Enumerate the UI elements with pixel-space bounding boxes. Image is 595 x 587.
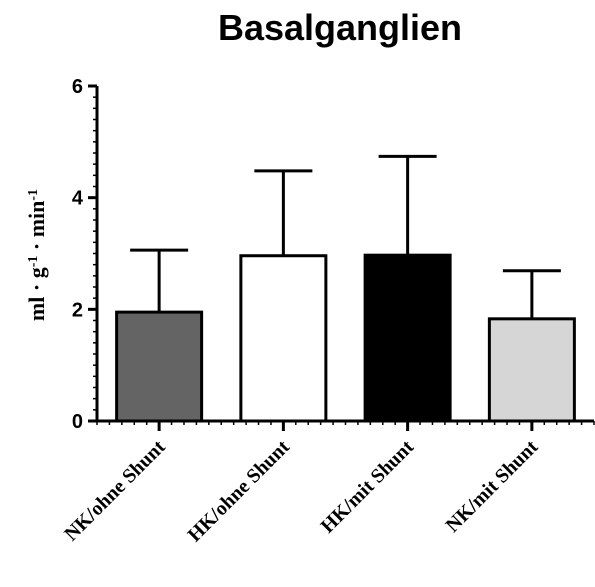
y-label-superscript: -1 [26,189,41,201]
x-tick-label-4: NK/mit Shunt [442,436,543,537]
bar-2 [239,254,328,423]
bar-4 [487,317,576,423]
bar-1 [115,310,204,423]
y-tick-label-1: 0 [72,411,83,433]
error-bar-4 [502,269,561,319]
chart-title: Basalganglien [218,7,462,48]
y-label-superscript: -1 [26,256,41,268]
x-tick-label-3: HK/mit Shunt [317,436,419,538]
axes-group: 0 2 4 6 [72,76,595,433]
error-bar-2 [254,169,313,256]
y-tick-label-4: 6 [72,76,83,98]
error-bar-3 [378,154,437,256]
y-tick-label-2: 2 [72,299,83,321]
bars-group [115,253,576,423]
y-tick-label-3: 4 [72,188,84,210]
error-bar-1 [130,248,189,313]
y-axis-label: ml · g-1 · min-1 [24,189,49,321]
x-tick-label-1: NK/ohne Shunt [60,436,170,546]
x-tick-labels: NK/ohne Shunt HK/ohne Shunt HK/mit Shunt NK… [60,436,542,547]
y-label-text: ml · g [24,267,49,321]
bar-3 [363,253,452,423]
y-label-text: · min [24,201,49,256]
x-tick-label-2: HK/ohne Shunt [184,436,295,547]
